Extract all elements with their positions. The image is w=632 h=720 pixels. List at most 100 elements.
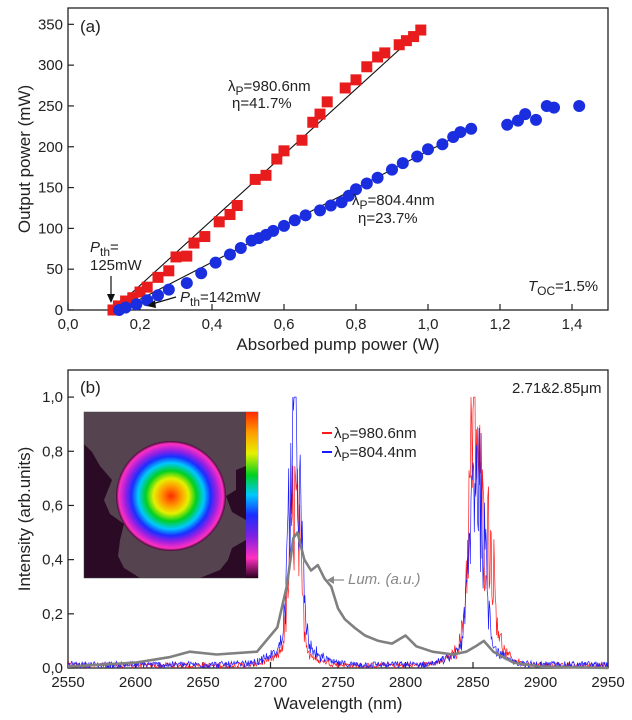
data-point-red [141,281,153,293]
data-point-blue [180,277,193,290]
lum-label: Lum. (a.u.) [348,571,421,588]
beam-spot [116,441,226,551]
data-point-blue [519,108,532,121]
x-tick-label-b: 2600 [119,674,152,691]
data-point-red [271,153,283,165]
data-point-red [278,145,290,157]
data-point-red [321,96,333,108]
data-point-blue [573,99,586,112]
data-point-red [339,82,351,94]
y-tick-label-b: 0,2 [42,606,63,623]
data-point-blue [530,113,542,126]
x-tick-label-b: 2900 [524,674,557,691]
data-point-blue [224,248,236,261]
data-point-red [350,74,362,86]
panel-label-a: (a) [80,17,101,36]
data-point-blue [422,143,434,156]
y-tick-label-a: 250 [38,98,63,115]
x-tick-label-a: 1,0 [418,316,439,333]
data-point-blue [234,241,247,254]
series-blue-804nm [67,396,609,670]
data-point-red [213,216,225,228]
data-point-red [260,169,272,181]
data-point-red [188,237,200,249]
x-tick-label-a: 0,2 [130,316,151,333]
data-point-blue [548,101,560,114]
data-point-blue [288,214,301,227]
x-tick-label-a: 0,0 [58,316,79,333]
data-point-blue [119,301,132,314]
y-tick-label-a: 350 [38,16,63,33]
x-tick-label-a: 1,2 [490,316,511,333]
y-tick-label-b: 0,8 [42,443,63,460]
panel-b: (b) 2.71&2.85μm 2550 2600 2650 2700 2750 2800… [15,369,625,713]
data-point-red [163,265,175,277]
annotation-toc: TOC=1.5% [528,278,598,298]
y-tick-label-a: 50 [46,261,63,278]
data-point-blue [436,138,449,151]
legend-label-blue: λP=804.4nm [334,444,417,464]
arrow-pth-blue [151,296,177,305]
x-tick-label-b: 2800 [389,674,422,691]
data-point-red [314,108,326,120]
data-point-red [170,251,182,263]
y-tick-label-a: 200 [38,139,63,156]
data-point-blue [130,298,143,311]
x-tick-label-a: 0,6 [274,316,295,333]
data-point-blue [141,294,154,307]
x-tick-label-a: 1,4 [562,316,583,333]
beam-profile-inset [83,411,259,579]
data-point-red [231,200,243,212]
x-axis-label-b: Wavelength (nm) [274,694,403,713]
y-tick-label-b: 0,0 [42,660,63,677]
data-point-blue [360,177,373,190]
data-point-blue [396,157,409,170]
wavelength-label: 2.71&2.85μm [512,380,602,397]
data-point-red [415,24,427,36]
data-point-red [393,39,405,51]
data-point-blue [314,204,326,217]
x-tick-label-b: 2950 [591,674,624,691]
panel-a: (a) 0,0 0,2 0,4 0,6 0,8 1,0 1,2 1,4 0 50 100 150 20… [15,7,609,354]
data-point-blue [209,256,222,269]
y-axis-label-b: Intensity (arb.units) [15,447,34,592]
y-tick-label-a: 100 [38,220,63,237]
data-point-blue [195,267,208,280]
data-point-red [400,35,412,47]
x-tick-label-b: 2850 [456,674,489,691]
data-point-red [307,116,319,128]
y-tick-label-b: 0,6 [42,497,63,514]
annotation-red-efficiency: η=41.7% [232,95,292,112]
y-tick-label-a: 150 [38,180,63,197]
annotation-red-wavelength: λP=980.6nm [228,78,311,98]
x-axis-label-a: Absorbed pump power (W) [236,335,439,354]
data-point-red [224,209,236,221]
arrowhead-pth-blue [147,300,156,308]
data-point-blue [350,183,362,196]
data-point-red [372,51,384,63]
data-point-red [134,286,146,298]
data-point-red [296,134,308,146]
data-point-blue [501,118,514,131]
data-point-red [379,47,391,59]
data-point-red [181,250,193,262]
data-point-blue [299,209,312,222]
y-tick-label-a: 300 [38,57,63,74]
data-point-blue [267,224,280,237]
series-luminescence [67,531,609,670]
data-point-blue [454,126,467,139]
data-point-blue [465,122,478,135]
y-tick-label-a: 0 [55,302,63,319]
data-point-blue [278,219,290,232]
y-axis-label-a: Output power (mW) [15,85,34,233]
x-tick-label-b: 2550 [51,674,84,691]
x-tick-label-b: 2650 [186,674,219,691]
x-tick-label-b: 2700 [254,674,287,691]
plot-frame-a [67,7,609,311]
lum-arrowhead [327,576,334,584]
data-point-red [120,295,132,307]
data-point-red [152,271,164,283]
data-point-red [408,31,420,43]
panel-label-b: (b) [80,378,101,397]
